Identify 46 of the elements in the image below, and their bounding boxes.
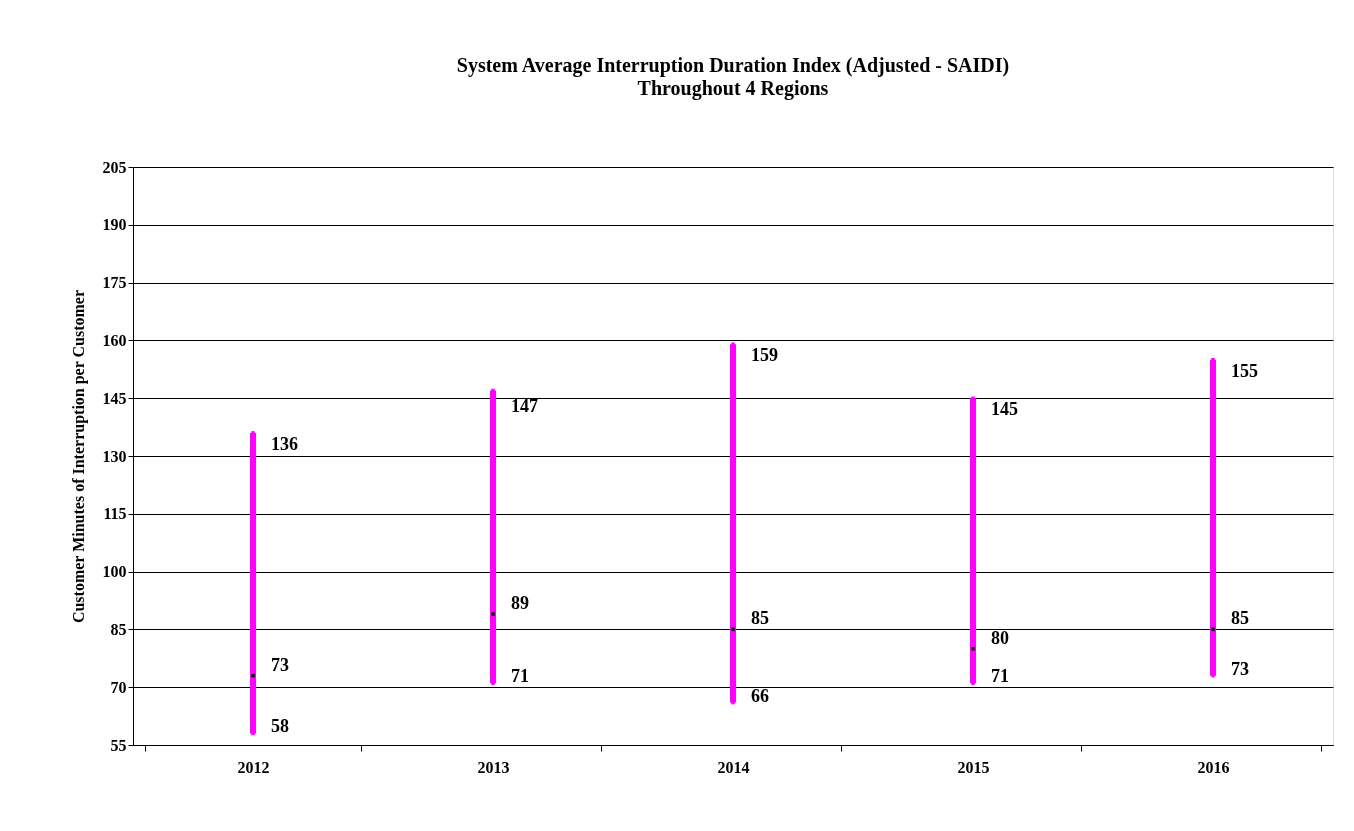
y-tick-label: 115 [103,505,127,523]
x-tick-label: 2012 [237,758,270,776]
point [731,342,735,346]
data-label: 85 [751,608,769,629]
point [1211,627,1215,632]
x-tick-label: 2014 [717,758,750,776]
y-tick-label: 175 [102,274,127,292]
data-label: 145 [991,399,1018,420]
bar [250,432,256,734]
data-label: 80 [991,627,1009,648]
chart-subtitle: Throughout 4 Regions [637,77,829,100]
data-label: 71 [511,666,529,687]
data-label: 159 [751,345,778,366]
data-label: 147 [511,396,538,417]
point [971,646,975,651]
y-tick-label: 130 [102,447,127,465]
data-label: 58 [271,716,289,737]
y-tick-label: 190 [102,216,127,234]
point [731,627,735,632]
x-tick-label: 2015 [957,758,990,776]
bar [490,390,496,684]
x-tick-label: 2016 [1197,758,1230,776]
point [251,673,255,678]
data-label: 71 [991,666,1009,687]
data-label: 136 [271,433,298,454]
y-tick-label: 55 [110,736,127,754]
bar [970,398,976,684]
y-tick-label: 145 [102,389,127,407]
data-label: 73 [271,654,289,675]
data-label: 73 [1231,658,1249,679]
bar [1210,359,1216,676]
point [971,396,975,400]
y-axis-title: Customer Minutes of Interruption per Customer [69,289,88,624]
chart-title: System Average Interruption Duration Index (Adjusted - SAIDI) [456,54,1010,77]
data-label: 155 [1231,360,1258,381]
x-tick-label: 2013 [477,758,510,776]
y-tick-label: 85 [110,620,127,638]
y-tick-label: 70 [110,678,127,696]
y-tick-label: 100 [102,563,127,581]
data-label: 89 [511,592,529,613]
data-label: 85 [1231,608,1249,629]
data-label: 66 [751,685,769,706]
y-tick-label: 160 [102,331,127,349]
y-tick-label: 205 [102,158,127,176]
point [491,612,495,616]
bar [730,344,736,703]
